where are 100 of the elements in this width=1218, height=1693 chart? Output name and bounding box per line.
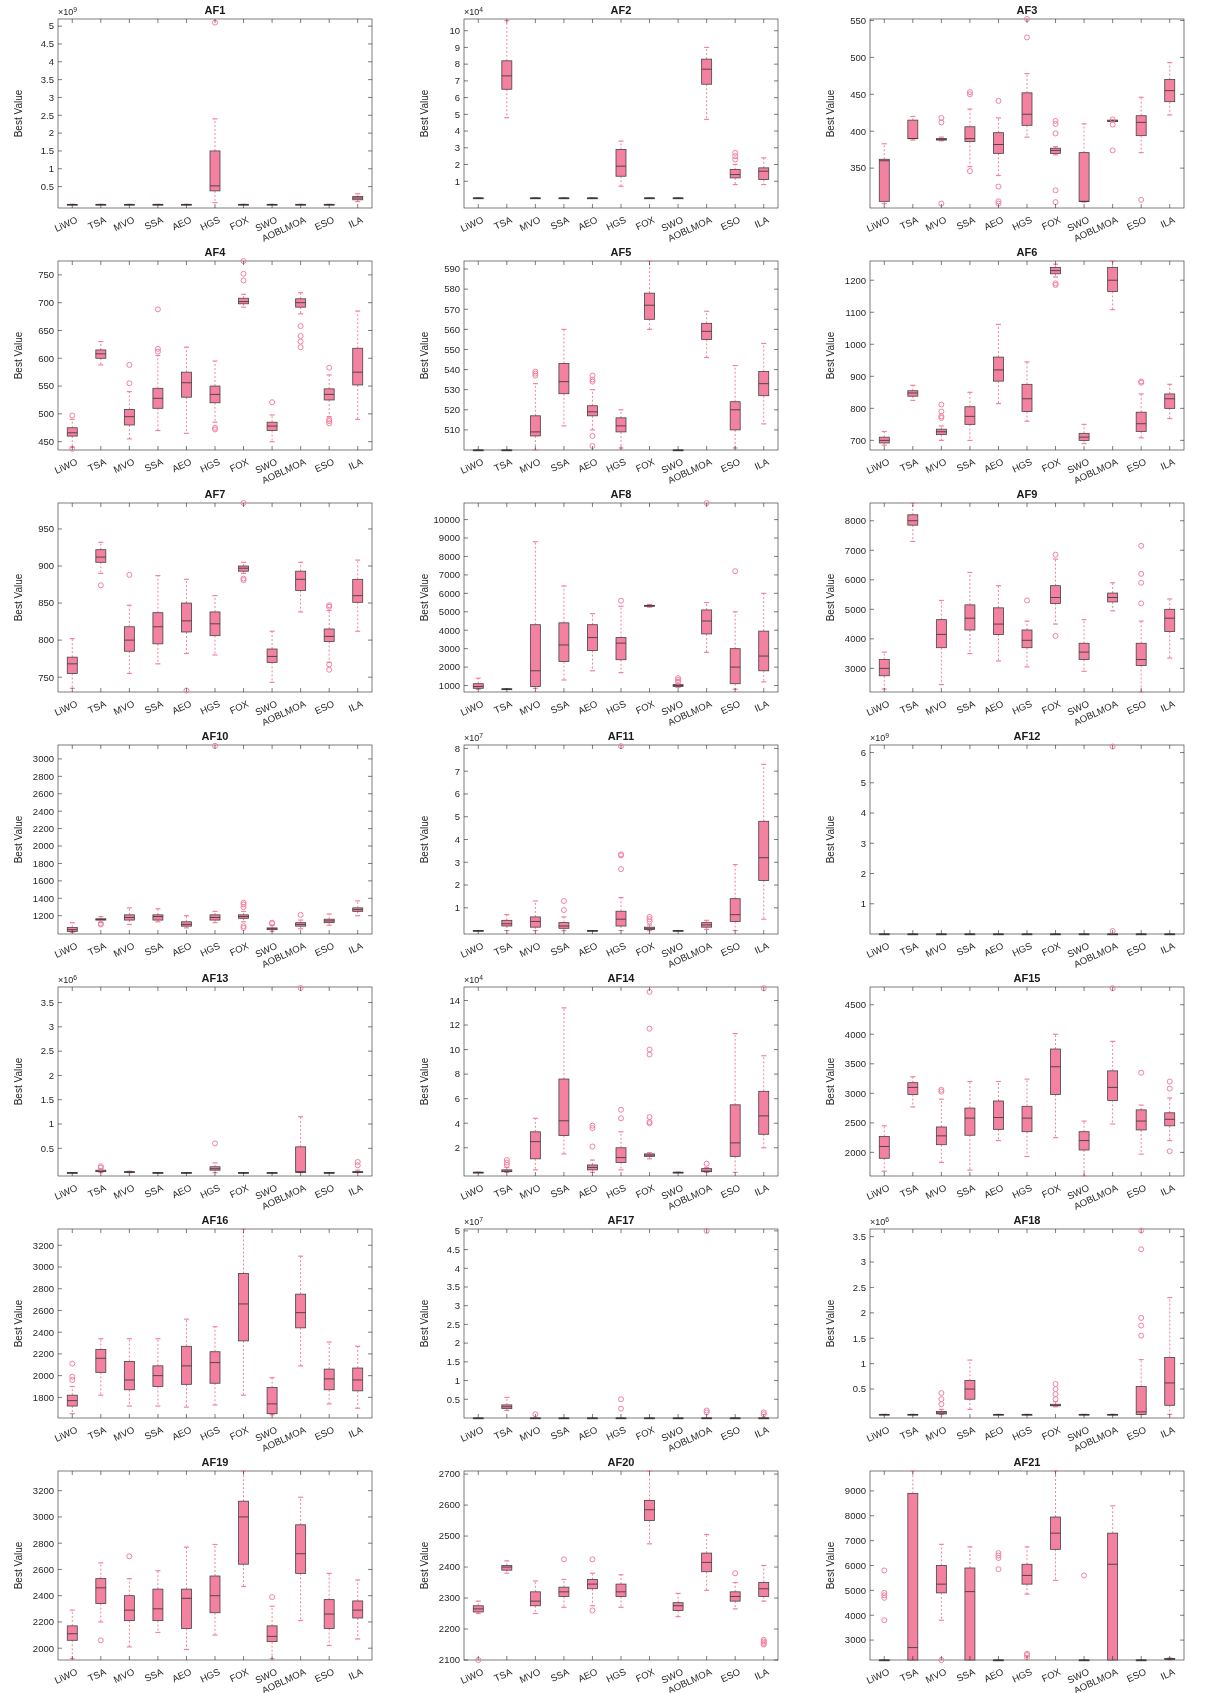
chart-title: AF6 <box>1016 246 1038 258</box>
x-tick-label: ESO <box>313 1665 336 1685</box>
x-tick-label: TSA <box>898 1181 921 1200</box>
x-tick-label: HGS <box>1010 213 1034 233</box>
y-tick-label: 8000 <box>438 550 460 562</box>
y-tick-label: 550 <box>444 343 460 355</box>
y-tick-label: 2 <box>860 1307 866 1319</box>
y-tick-label: 5 <box>454 1225 460 1237</box>
y-tick-label: 1.5 <box>40 1094 54 1106</box>
x-tick-label: TSA <box>86 939 109 958</box>
x-tick-label: LiWO <box>52 455 79 476</box>
x-tick-label: MVO <box>517 455 543 475</box>
x-tick-label: SSA <box>954 939 978 958</box>
x-tick-label: AEO <box>170 1181 194 1201</box>
y-tick-label: 3000 <box>844 1634 866 1646</box>
y-tick-label: 2600 <box>438 1499 460 1511</box>
y-tick-label: 0.5 <box>40 1142 54 1154</box>
y-tick-label: 2 <box>454 1142 460 1154</box>
y-axis-title: Best Value <box>13 1541 24 1590</box>
x-tick-label: SSA <box>142 697 166 716</box>
x-tick-label: HGS <box>1010 455 1034 475</box>
y-tick-label: 650 <box>38 324 54 336</box>
x-tick-label: SSA <box>954 1181 978 1200</box>
x-tick-label: ESO <box>719 1423 742 1443</box>
x-tick-label: SSA <box>954 1423 978 1442</box>
x-tick-label: MVO <box>111 213 137 233</box>
x-tick-label: TSA <box>492 939 515 958</box>
x-tick-label: ESO <box>313 1423 336 1443</box>
y-tick-label: 8 <box>454 1068 460 1080</box>
x-tick-label: ILA <box>1158 1181 1177 1198</box>
x-tick-label: AEO <box>170 939 194 959</box>
y-tick-label: 3500 <box>844 1058 866 1070</box>
y-tick-label: 2100 <box>438 1654 460 1666</box>
y-tick-label: 2 <box>454 879 460 891</box>
x-tick-label: AEO <box>982 455 1006 475</box>
y-axis-title: Best Value <box>13 1299 24 1348</box>
y-axis-title: Best Value <box>419 331 430 380</box>
y-tick-label: 2 <box>454 158 460 170</box>
y-tick-label: 6 <box>454 788 460 800</box>
x-tick-label: HGS <box>1010 697 1034 717</box>
x-tick-label: AEO <box>982 1181 1006 1201</box>
y-axis-title: Best Value <box>825 1057 836 1106</box>
x-tick-label: ILA <box>1158 697 1177 714</box>
y-tick-label: 7 <box>454 765 460 777</box>
y-tick-label: 3000 <box>438 642 460 654</box>
x-tick-label: TSA <box>86 1423 109 1442</box>
y-tick-label: 4 <box>454 833 460 845</box>
text: ×10$^{9}$ <box>58 5 78 17</box>
y-axis-title: Best Value <box>419 89 430 138</box>
y-tick-label: 3.5 <box>40 73 54 85</box>
y-tick-label: 2 <box>48 127 54 139</box>
y-axis-title: Best Value <box>419 1299 430 1348</box>
chart-title: AF3 <box>1016 4 1038 16</box>
chart-title: AF12 <box>1013 730 1041 742</box>
x-tick-label: LiWO <box>458 697 485 718</box>
y-axis-title: Best Value <box>825 331 836 380</box>
chart-title: AF18 <box>1013 1214 1041 1226</box>
y-tick-label: 2000 <box>32 1369 54 1381</box>
x-tick-label: TSA <box>492 455 515 474</box>
y-tick-label: 5 <box>454 811 460 823</box>
x-tick-label: LiWO <box>52 939 79 960</box>
y-tick-label: 2400 <box>32 805 54 817</box>
y-tick-label: 2500 <box>844 1117 866 1129</box>
y-tick-label: 1800 <box>32 1391 54 1403</box>
y-tick-label: 500 <box>38 408 54 420</box>
y-tick-label: 1 <box>454 902 460 914</box>
x-tick-label: ILA <box>1158 213 1177 230</box>
y-tick-label: 3000 <box>32 753 54 765</box>
chart-title: AF8 <box>610 488 632 500</box>
x-tick-label: FOX <box>227 939 251 959</box>
y-tick-label: 400 <box>850 125 866 137</box>
x-tick-label: FOX <box>227 697 251 717</box>
x-tick-label: SSA <box>548 1181 572 1200</box>
x-tick-label: ILA <box>346 1181 365 1198</box>
y-tick-label: 1600 <box>32 875 54 887</box>
x-tick-label: LiWO <box>458 939 485 960</box>
x-tick-label: FOX <box>633 697 657 717</box>
y-tick-label: 600 <box>38 352 54 364</box>
chart-title: AF1 <box>204 4 226 16</box>
y-tick-label: 8000 <box>844 515 866 527</box>
text: ×10$^{7}$ <box>464 731 484 743</box>
x-tick-label: TSA <box>898 1665 921 1684</box>
x-tick-label: HGS <box>1010 1423 1034 1443</box>
chart-title: AF17 <box>607 1214 635 1226</box>
chart-title: AF2 <box>610 4 632 16</box>
x-tick-label: ESO <box>1125 939 1148 959</box>
x-tick-label: ESO <box>1125 1181 1148 1201</box>
x-tick-label: TSA <box>492 1665 515 1684</box>
chart-title: AF13 <box>201 972 229 984</box>
y-tick-label: 3 <box>48 91 54 103</box>
x-tick-label: LiWO <box>864 697 891 718</box>
x-tick-label: MVO <box>923 697 949 717</box>
y-tick-label: 3 <box>454 1300 460 1312</box>
y-tick-label: 550 <box>850 14 866 26</box>
x-tick-label: ILA <box>752 1181 771 1198</box>
y-tick-label: 9 <box>454 41 460 53</box>
x-tick-label: AEO <box>170 697 194 717</box>
y-tick-label: 10 <box>449 1043 460 1055</box>
y-tick-label: 1 <box>454 1374 460 1386</box>
x-tick-label: ILA <box>346 1423 365 1440</box>
